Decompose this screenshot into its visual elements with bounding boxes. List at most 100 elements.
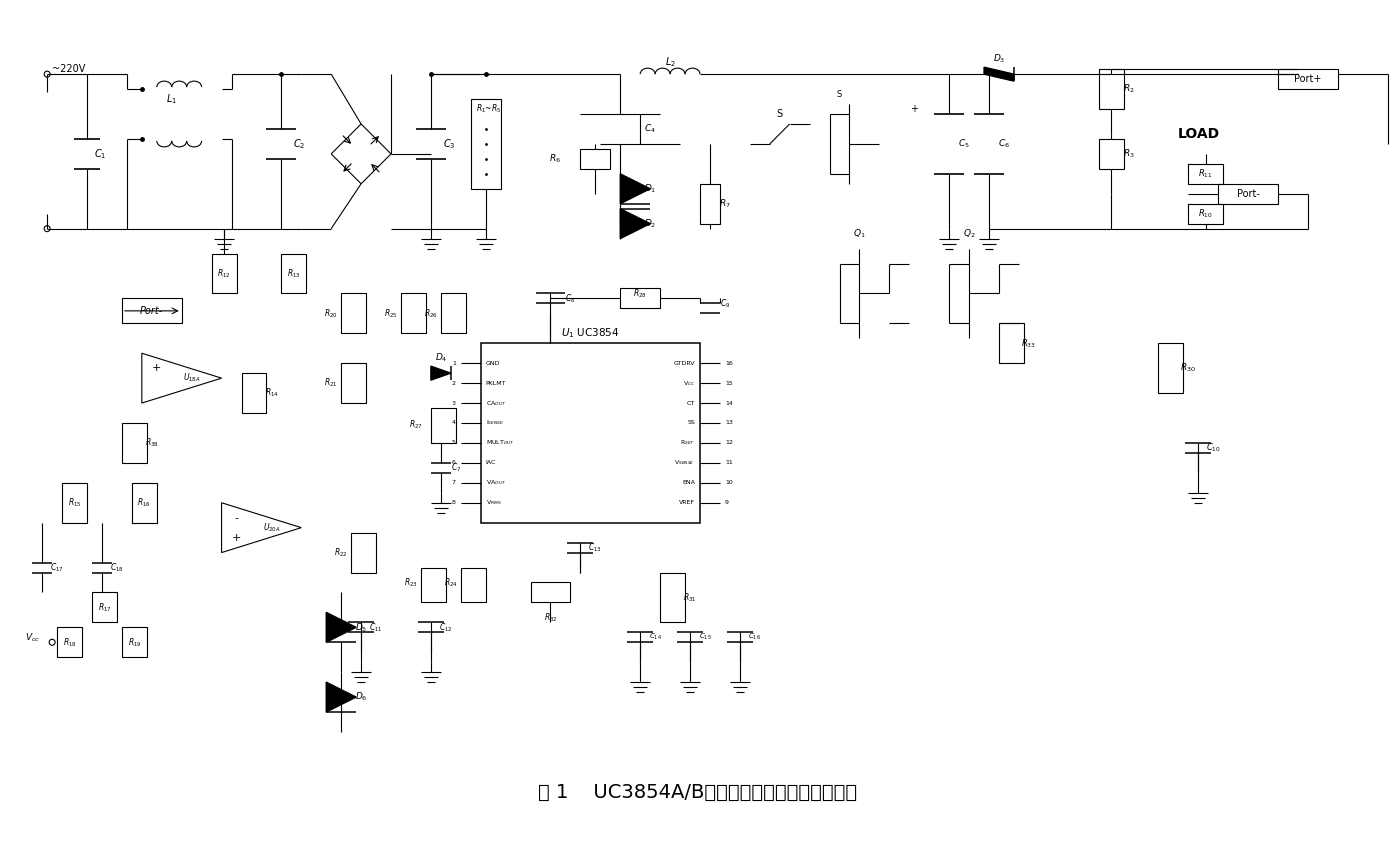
Polygon shape	[983, 67, 1014, 81]
Text: 14: 14	[725, 400, 732, 405]
Bar	[121, 423, 146, 463]
Text: V$_{RMS}$: V$_{RMS}$	[485, 498, 501, 507]
Text: 6: 6	[452, 460, 456, 465]
Bar	[241, 373, 266, 413]
Text: $R_{10}$: $R_{10}$	[1198, 207, 1214, 220]
Text: $D_5$: $D_5$	[354, 621, 367, 634]
Text: $C_{12}$: $C_{12}$	[439, 621, 452, 634]
Bar	[1218, 184, 1278, 204]
Polygon shape	[222, 502, 301, 552]
Bar	[121, 627, 146, 658]
Text: 8: 8	[452, 500, 456, 505]
Text: $C_7$: $C_7$	[451, 462, 460, 474]
Bar	[63, 483, 86, 523]
Text: $U_1$ UC3854: $U_1$ UC3854	[561, 326, 619, 341]
Bar	[1099, 139, 1123, 169]
Text: 5: 5	[452, 440, 456, 445]
Text: VREF: VREF	[679, 500, 695, 505]
Text: +: +	[152, 363, 162, 373]
Bar	[999, 324, 1024, 363]
Text: $R_{12}$: $R_{12}$	[218, 267, 230, 280]
Text: $Q_1$: $Q_1$	[854, 228, 866, 240]
Text: $L_1$: $L_1$	[166, 92, 177, 106]
Text: $C_9$: $C_9$	[720, 297, 730, 309]
Text: ENA: ENA	[682, 481, 695, 486]
Text: $R_2$: $R_2$	[1123, 83, 1134, 95]
Text: 11: 11	[725, 460, 732, 465]
Text: $R_{28}$: $R_{28}$	[633, 287, 647, 299]
Text: Port-: Port-	[1237, 189, 1260, 199]
Text: 3: 3	[452, 400, 456, 405]
Text: $R_{33}$: $R_{33}$	[1021, 337, 1036, 350]
Text: $D_4$: $D_4$	[435, 352, 448, 364]
Text: $C_{18}$: $C_{18}$	[110, 561, 124, 574]
Text: $V_{cc}$: $V_{cc}$	[25, 631, 39, 643]
Text: $C_2$: $C_2$	[293, 137, 306, 151]
Text: 图 1    UC3854A/B控制的有源功率因数校正电路: 图 1 UC3854A/B控制的有源功率因数校正电路	[538, 783, 857, 802]
Text: +: +	[911, 104, 918, 114]
Bar	[1189, 204, 1223, 223]
Bar	[1278, 69, 1338, 89]
Text: $R_{19}$: $R_{19}$	[127, 636, 141, 648]
Text: $D_6$: $D_6$	[354, 691, 367, 703]
Text: IAC: IAC	[485, 460, 497, 465]
Text: I$_{SENSE}$: I$_{SENSE}$	[485, 418, 504, 427]
Bar	[460, 567, 485, 603]
Bar	[621, 288, 660, 309]
Text: SS: SS	[688, 421, 695, 426]
Bar	[580, 149, 610, 169]
Bar	[400, 293, 425, 333]
Bar	[133, 483, 156, 523]
Text: $C_{11}$: $C_{11}$	[370, 621, 382, 634]
Text: $U_{18A}$: $U_{18A}$	[183, 372, 201, 384]
Text: $R_3$: $R_3$	[1123, 148, 1134, 160]
Text: GND: GND	[485, 361, 501, 366]
Polygon shape	[326, 682, 356, 712]
Text: $R_{15}$: $R_{15}$	[68, 497, 81, 509]
Text: $R_{30}$: $R_{30}$	[1180, 362, 1197, 374]
Polygon shape	[621, 209, 650, 239]
Text: $D_1$: $D_1$	[644, 183, 657, 195]
Bar	[1189, 164, 1223, 184]
Text: $C_{14}$: $C_{14}$	[649, 632, 661, 642]
Text: 1: 1	[452, 361, 456, 366]
Text: $R_{20}$: $R_{20}$	[324, 307, 338, 319]
Text: Port+: Port+	[1295, 74, 1321, 84]
Polygon shape	[621, 174, 650, 204]
Text: $R_{26}$: $R_{26}$	[424, 307, 438, 319]
Text: $R_{27}$: $R_{27}$	[409, 419, 423, 432]
Text: 16: 16	[725, 361, 732, 366]
Text: LOAD: LOAD	[1177, 127, 1219, 141]
Bar	[57, 627, 82, 658]
Text: GTDRV: GTDRV	[674, 361, 695, 366]
Bar	[92, 593, 117, 622]
Bar	[352, 533, 377, 572]
Text: 10: 10	[725, 481, 732, 486]
Text: $C_8$: $C_8$	[565, 293, 576, 304]
Bar	[212, 254, 237, 293]
Bar	[700, 184, 720, 223]
Text: Port-: Port-	[140, 306, 163, 316]
Text: S: S	[837, 89, 843, 99]
Text: R$_{SET}$: R$_{SET}$	[681, 438, 695, 448]
Text: $R_{11}$: $R_{11}$	[1198, 168, 1214, 180]
Text: $R_{17}$: $R_{17}$	[98, 601, 112, 614]
Text: $R_{24}$: $R_{24}$	[444, 577, 458, 588]
Bar	[441, 293, 466, 333]
Text: V$_{SENSE}$: V$_{SENSE}$	[674, 459, 695, 467]
Polygon shape	[431, 366, 451, 380]
Polygon shape	[142, 353, 222, 403]
Text: $R_7$: $R_7$	[718, 197, 731, 210]
Bar	[342, 293, 365, 333]
Text: VA$_{OUT}$: VA$_{OUT}$	[485, 478, 506, 487]
Text: $C_6$: $C_6$	[997, 137, 1010, 150]
Text: $C_{16}$: $C_{16}$	[748, 632, 762, 642]
Text: CA$_{OUT}$: CA$_{OUT}$	[485, 399, 506, 407]
Bar	[470, 99, 501, 189]
Bar	[481, 343, 700, 523]
Text: $R_{38}$: $R_{38}$	[145, 437, 159, 449]
Text: $R_6$: $R_6$	[550, 153, 561, 165]
Text: $R_{25}$: $R_{25}$	[384, 307, 398, 319]
Bar	[342, 363, 365, 403]
Bar	[282, 254, 307, 293]
